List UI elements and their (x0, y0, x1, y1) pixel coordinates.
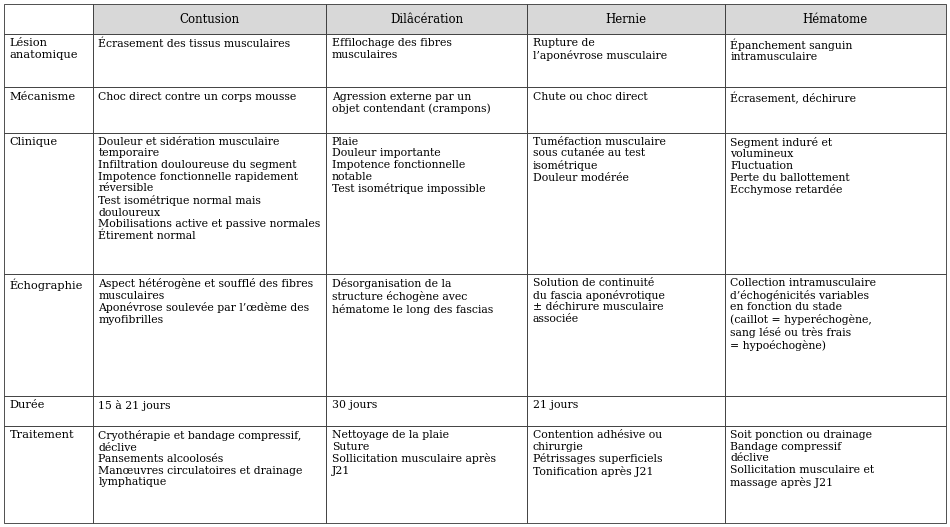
Bar (4, 87, 92, 133)
Text: Mécanisme: Mécanisme (10, 92, 76, 102)
Bar (4, 426, 92, 523)
Bar (326, 87, 527, 133)
Text: Douleur et sidération musculaire
temporaire
Infiltration douloureuse du segment
: Douleur et sidération musculaire tempora… (98, 137, 320, 241)
Bar (4, 274, 92, 396)
Text: Agression externe par un
objet contendant (crampons): Agression externe par un objet contendan… (332, 92, 490, 114)
Text: Aspect hétérogène et soufflé des fibres
musculaires
Aponévrose soulevée par l’œd: Aspect hétérogène et soufflé des fibres … (98, 278, 314, 325)
Text: Soit ponction ou drainage
Bandage compressif
déclive
Sollicitation musculaire et: Soit ponction ou drainage Bandage compre… (731, 430, 874, 487)
Text: Collection intramusculaire
d’échogénicités variables
en fonction du stade
(caill: Collection intramusculaire d’échogénicit… (731, 278, 876, 351)
Bar (527, 274, 725, 396)
Bar (326, 4, 527, 34)
Bar (725, 4, 946, 34)
Bar (326, 274, 527, 396)
Text: Clinique: Clinique (10, 137, 58, 147)
Bar (725, 87, 946, 133)
Bar (527, 4, 725, 34)
Text: 30 jours: 30 jours (332, 401, 377, 411)
Text: Échographie: Échographie (10, 278, 83, 290)
Bar (4, 34, 92, 87)
Bar (527, 426, 725, 523)
Text: Choc direct contre un corps mousse: Choc direct contre un corps mousse (98, 92, 296, 102)
Text: Durée: Durée (10, 401, 45, 411)
Bar (527, 133, 725, 274)
Text: Désorganisation de la
structure échogène avec
hématome le long des fascias: Désorganisation de la structure échogène… (332, 278, 493, 315)
Bar (92, 396, 326, 426)
Bar (92, 34, 326, 87)
Text: Traitement: Traitement (10, 430, 74, 440)
Text: Plaie
Douleur importante
Impotence fonctionnelle
notable
Test isométrique imposs: Plaie Douleur importante Impotence fonct… (332, 137, 485, 194)
Bar (725, 274, 946, 396)
Text: Effilochage des fibres
musculaires: Effilochage des fibres musculaires (332, 38, 452, 60)
Bar (4, 133, 92, 274)
Text: Nettoyage de la plaie
Suture
Sollicitation musculaire après
J21: Nettoyage de la plaie Suture Sollicitati… (332, 430, 496, 476)
Text: Rupture de
l’aponévrose musculaire: Rupture de l’aponévrose musculaire (533, 38, 667, 61)
Bar (725, 396, 946, 426)
Text: Cryothérapie et bandage compressif,
déclive
Pansements alcoolosés
Manœuvres circ: Cryothérapie et bandage compressif, décl… (98, 430, 303, 487)
Text: Chute ou choc direct: Chute ou choc direct (533, 92, 647, 102)
Text: Lésion
anatomique: Lésion anatomique (10, 38, 78, 60)
Text: Segment induré et
volumineux
Fluctuation
Perte du ballottement
Ecchymose retardé: Segment induré et volumineux Fluctuation… (731, 137, 850, 196)
Text: Solution de continuité
du fascia aponévrotique
± déchirure musculaire
associée: Solution de continuité du fascia aponévr… (533, 278, 664, 324)
Bar (326, 34, 527, 87)
Text: Tuméfaction musculaire
sous cutanée au test
isométrique
Douleur modérée: Tuméfaction musculaire sous cutanée au t… (533, 137, 665, 183)
Text: 15 à 21 jours: 15 à 21 jours (98, 401, 171, 412)
Text: Dilâcération: Dilâcération (390, 13, 463, 26)
Bar (326, 426, 527, 523)
Bar (4, 4, 92, 34)
Text: Contention adhésive ou
chirurgie
Pétrissages superficiels
Tonification après J21: Contention adhésive ou chirurgie Pétriss… (533, 430, 662, 477)
Bar (725, 34, 946, 87)
Bar (92, 426, 326, 523)
Text: Épanchement sanguin
intramusculaire: Épanchement sanguin intramusculaire (731, 38, 853, 62)
Bar (92, 274, 326, 396)
Text: 21 jours: 21 jours (533, 401, 578, 411)
Bar (92, 4, 326, 34)
Text: Écrasement, déchirure: Écrasement, déchirure (731, 92, 856, 104)
Text: Écrasement des tissus musculaires: Écrasement des tissus musculaires (98, 38, 291, 49)
Bar (326, 133, 527, 274)
Bar (527, 34, 725, 87)
Text: Hématome: Hématome (803, 13, 868, 26)
Text: Contusion: Contusion (180, 13, 239, 26)
Bar (725, 426, 946, 523)
Text: Hernie: Hernie (605, 13, 646, 26)
Bar (527, 396, 725, 426)
Bar (92, 133, 326, 274)
Bar (527, 87, 725, 133)
Bar (725, 133, 946, 274)
Bar (4, 396, 92, 426)
Bar (326, 396, 527, 426)
Bar (92, 87, 326, 133)
